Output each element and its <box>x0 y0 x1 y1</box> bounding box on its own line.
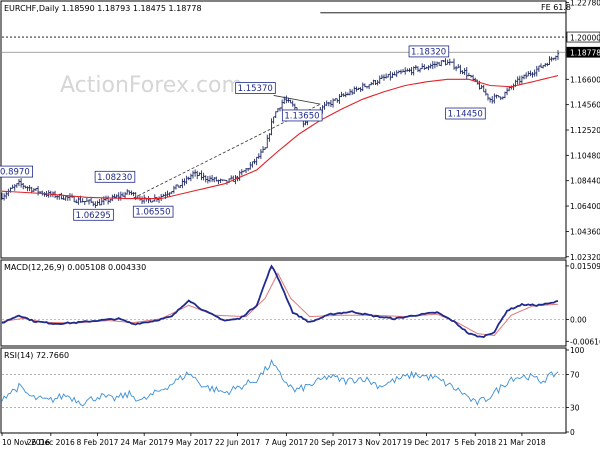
macd-y-label: -0.006163 <box>570 337 600 346</box>
price-y-highlight: 1.18778 <box>566 46 600 58</box>
annotation-box <box>445 107 486 120</box>
x-tick-label: 21 Mar 2018 <box>498 438 546 447</box>
price-y-label-box <box>566 31 600 43</box>
annotation-box <box>94 170 136 183</box>
annotation-label: 1.06550 <box>135 208 170 218</box>
rsi-y-label: 0 <box>570 428 575 437</box>
x-tick-label: 22 Jun 2017 <box>215 438 260 447</box>
rsi-y-label: 100 <box>570 346 585 355</box>
annotation-label: 1.14450 <box>448 110 483 120</box>
annotation-box <box>281 109 323 122</box>
price-title: EURCHF,Daily 1.18590 1.18793 1.18475 1.1… <box>4 4 202 13</box>
x-tick-label: 26 Dec 2016 <box>27 438 75 447</box>
macd-panel <box>0 259 567 347</box>
annotation-label: 1.06295 <box>76 211 111 221</box>
rsi-line <box>1 359 559 407</box>
x-tick-label: 10 Nov 2016 <box>2 438 50 447</box>
x-tick-label: 7 Aug 2017 <box>265 438 308 447</box>
x-tick-label: 5 Feb 2018 <box>454 438 496 447</box>
annotation-label: 1.18320 <box>411 47 446 57</box>
price-y-label: 1.20000 <box>570 34 600 43</box>
price-annotation: 1.06295 <box>73 208 114 221</box>
annotation-box <box>235 82 276 94</box>
price-y-label: 1.16600 <box>570 75 600 84</box>
macd-title: MACD(12,26,9) 0.005108 0.004330 <box>4 263 146 272</box>
price-annotation: 0.8970 <box>0 165 33 178</box>
price-annotation: 1.18320 <box>408 45 450 58</box>
macd-y-label: 0.015092 <box>570 262 600 271</box>
price-annotation: 1.06550 <box>132 205 174 218</box>
annotation-label: 0.8970 <box>0 168 30 178</box>
watermark: ActionForex.com <box>60 73 243 98</box>
price-annotation: 1.14450 <box>445 107 486 120</box>
macd-main-line <box>1 264 559 338</box>
rsi-y-label: 30 <box>570 403 580 412</box>
price-y-label: 1.12520 <box>570 126 600 135</box>
annotation-label: 1.13650 <box>284 111 319 121</box>
x-tick-label: 8 Feb 2017 <box>77 438 119 447</box>
channel-line <box>273 95 321 105</box>
price-y-label: 1.06400 <box>570 202 600 211</box>
annotation-label: 1.08230 <box>97 173 132 183</box>
annotation-box <box>73 208 114 221</box>
price-y-label: 1.08440 <box>570 177 600 186</box>
price-y-label: 1.14560 <box>570 101 600 110</box>
rsi-title: RSI(14) 72.7660 <box>4 351 69 360</box>
price-y-highlight: 1.20000 <box>566 31 600 43</box>
annotation-box <box>0 165 33 178</box>
macd-y-label: 0.00 <box>570 315 587 324</box>
x-tick-label: 24 Mar 2017 <box>120 438 168 447</box>
price-y-label-box <box>566 46 600 58</box>
rsi-y-label: 70 <box>570 371 580 380</box>
x-tick-label: 20 Sep 2017 <box>309 438 357 447</box>
price-y-label: 1.22780 <box>570 0 600 7</box>
rsi-panel <box>0 347 567 434</box>
price-y-label: 1.02320 <box>570 253 600 262</box>
fe-level-label: FE 61.8 <box>541 3 571 12</box>
price-y-label: 1.04360 <box>570 227 600 236</box>
annotation-box <box>132 205 174 218</box>
price-bar <box>556 50 560 60</box>
x-tick-label: 9 May 2017 <box>169 438 213 447</box>
x-tick-label: 19 Dec 2017 <box>402 438 450 447</box>
x-tick-label: 3 Nov 2017 <box>358 438 401 447</box>
price-annotation: 1.13650 <box>281 109 323 122</box>
price-y-label: 1.18778 <box>570 49 600 58</box>
price-y-label: 1.10480 <box>570 151 600 160</box>
annotation-box <box>408 45 450 58</box>
price-annotation: 1.08230 <box>94 170 136 183</box>
annotation-label: 1.15370 <box>238 84 273 94</box>
moving-average-line <box>1 75 559 200</box>
price-annotation: 1.15370 <box>235 82 276 94</box>
